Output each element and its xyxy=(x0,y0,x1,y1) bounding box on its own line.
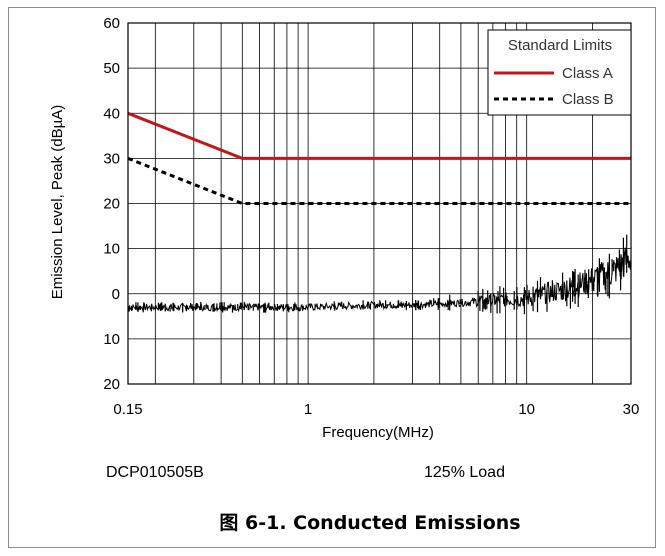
plot-border xyxy=(127,22,632,385)
x-tick-labels: 0.15 1 10 30 xyxy=(113,401,639,418)
y-tick-label: 10 xyxy=(103,331,120,348)
legend-label-class-a: Class A xyxy=(562,65,613,82)
y-axis-label: Emission Level, Peak (dBµA) xyxy=(49,105,66,300)
series-line-class-b xyxy=(127,157,631,205)
series-line-class-a xyxy=(127,111,631,160)
load-label: 125% Load xyxy=(424,464,505,481)
y-tick-label: 20 xyxy=(103,376,120,393)
x-tick-label: 30 xyxy=(623,401,640,418)
y-tick-label: 10 xyxy=(103,241,120,258)
figure-caption: 图 6-1. Conducted Emissions xyxy=(219,512,520,534)
legend-title: Standard Limits xyxy=(508,37,612,54)
x-tick-label: 0.15 xyxy=(113,401,142,418)
y-tick-label: 50 xyxy=(103,60,120,77)
x-tick-label: 10 xyxy=(518,401,535,418)
y-tick-label: 0 xyxy=(112,286,120,303)
y-tick-label: 60 xyxy=(103,15,120,32)
x-tick-label: 1 xyxy=(304,401,312,418)
y-tick-label: 20 xyxy=(103,196,120,213)
legend-label-class-b: Class B xyxy=(562,91,614,108)
y-tick-label: 40 xyxy=(103,105,120,122)
x-axis-label: Frequency(MHz) xyxy=(322,424,434,441)
series-line-emission xyxy=(127,247,632,313)
legend: Standard Limits Class A Class B xyxy=(487,29,632,116)
model-label: DCP010505B xyxy=(106,464,204,481)
y-tick-labels: 60 50 40 30 20 10 0 10 20 xyxy=(103,15,120,393)
series-spikes-emission xyxy=(127,234,628,315)
series-layer xyxy=(127,111,632,315)
y-tick-label: 30 xyxy=(103,150,120,167)
